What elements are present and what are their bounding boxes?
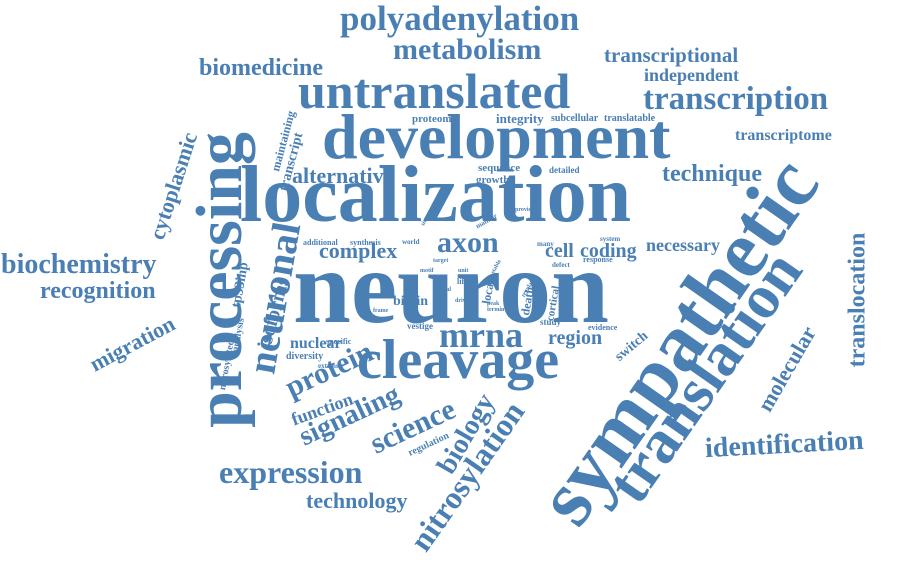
word-nuclear: nuclear bbox=[290, 335, 342, 352]
word-transcription: transcription bbox=[643, 81, 829, 117]
word-drive: drive bbox=[455, 298, 469, 304]
word-vestige: vestige bbox=[407, 321, 433, 331]
word-biochemistry: biochemistry bbox=[1, 249, 157, 280]
word-provide: provide bbox=[515, 207, 535, 213]
word-biotin: biotin bbox=[393, 294, 429, 309]
word-translatable: translatable bbox=[604, 113, 656, 124]
word-response: response bbox=[583, 255, 613, 264]
word-metabolism: metabolism bbox=[393, 33, 542, 66]
word-translocation: translocation bbox=[844, 232, 871, 368]
word-motif: motif bbox=[420, 268, 434, 274]
word-expression: expression bbox=[219, 454, 363, 490]
word-defect: defect bbox=[552, 261, 570, 269]
word-transcriptional: transcriptional bbox=[604, 43, 739, 67]
word-untranslated: untranslated bbox=[298, 63, 571, 119]
word-additional: additional bbox=[303, 238, 338, 247]
word-specific: specific bbox=[326, 337, 352, 346]
word-many: many bbox=[537, 240, 554, 248]
word-cleavage: cleavage bbox=[357, 329, 560, 391]
word-termin: termin bbox=[487, 307, 505, 313]
word-integrity: integrity bbox=[496, 111, 544, 126]
word-synthesis: synthesis bbox=[350, 238, 381, 247]
word-evidence: evidence bbox=[588, 323, 618, 332]
word-study: study bbox=[540, 317, 562, 327]
word-recognition: recognition bbox=[40, 278, 156, 304]
word-mrna: mrna bbox=[439, 315, 523, 355]
word-peak: peak bbox=[487, 301, 500, 307]
word-identification: identification bbox=[704, 424, 865, 465]
word-extrinsic: extrinsic bbox=[318, 362, 344, 370]
word-region: region bbox=[548, 327, 603, 349]
word-localization: localization bbox=[240, 151, 632, 239]
word-diversity: diversity bbox=[286, 351, 324, 362]
word-life: life bbox=[457, 277, 468, 286]
word-independent: independent bbox=[644, 65, 740, 85]
word-coding: coding bbox=[580, 240, 637, 262]
word-signal: signal bbox=[436, 287, 452, 293]
word-technology: technology bbox=[306, 488, 408, 513]
word-target: target bbox=[433, 258, 449, 264]
word-detailed: detailed bbox=[549, 165, 580, 175]
word-neuron: neuron bbox=[293, 230, 609, 345]
word-growth: growth bbox=[476, 174, 510, 186]
word-unit: unit bbox=[458, 268, 469, 274]
word-axon: axon bbox=[437, 226, 499, 259]
word-transcriptome: transcriptome bbox=[735, 127, 832, 144]
word-cell: cell bbox=[545, 240, 574, 262]
word-sequence: sequence bbox=[478, 162, 521, 174]
word-necessary: necessary bbox=[646, 235, 720, 255]
word-world: world bbox=[402, 238, 420, 246]
word-complex: complex bbox=[319, 238, 398, 263]
word-polyadenylation: polyadenylation bbox=[340, 0, 580, 38]
word-system: system bbox=[600, 235, 621, 243]
word-biomedicine: biomedicine bbox=[199, 55, 323, 81]
word-development: development bbox=[322, 101, 671, 172]
word-frame: frame bbox=[373, 308, 389, 314]
word-subcellular: subcellular bbox=[551, 113, 599, 124]
word-alternative: alternative bbox=[292, 163, 394, 188]
word-technique: technique bbox=[662, 161, 763, 187]
word-migration: migration bbox=[85, 310, 180, 377]
word-proteomic: proteomic bbox=[412, 113, 460, 125]
